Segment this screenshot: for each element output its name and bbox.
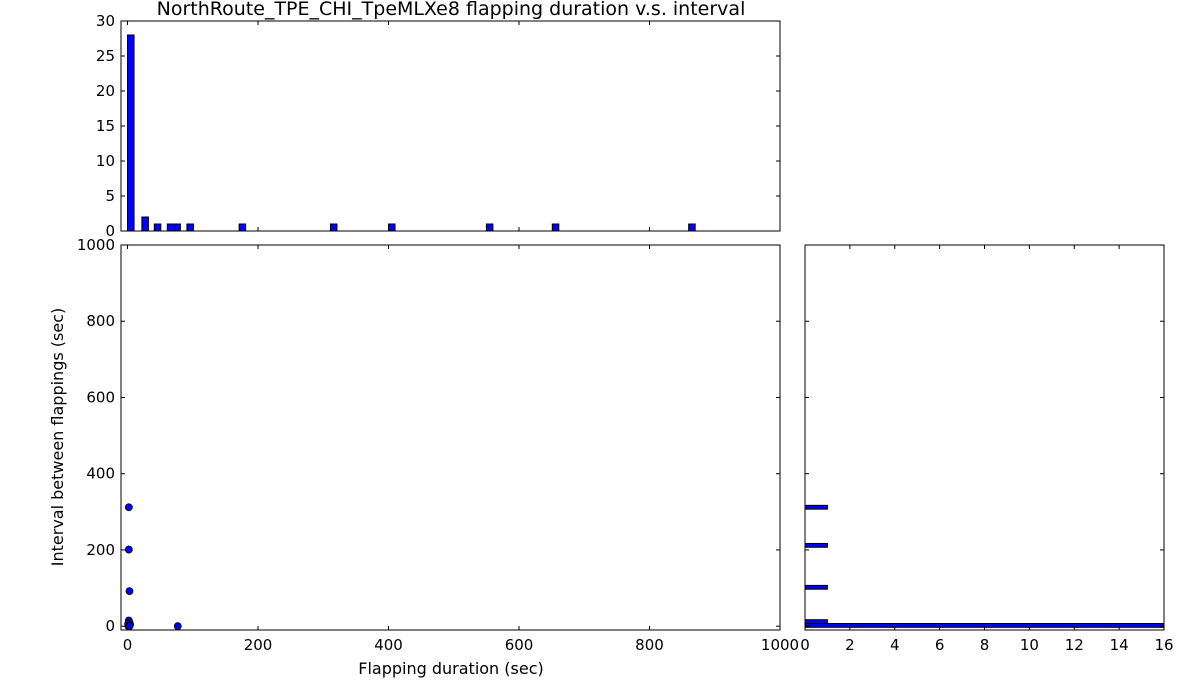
interval-bar-2 [804,584,828,590]
duration-ytick-label-2: 10 [96,152,115,170]
duration-bar-11 [688,223,696,232]
interval-xtick-label-6: 12 [1065,636,1084,654]
scatter-point-10 [173,622,182,631]
interval-bar-0 [804,504,828,510]
duration-ytick-label-4: 20 [96,82,115,100]
scatter-xtick-label-2: 400 [374,636,403,654]
scatter-ytick-label-5: 1000 [77,236,115,254]
interval-histogram-frame [804,244,1165,631]
scatter-ytick-label-3: 600 [86,388,115,406]
interval-xtick-label-7: 14 [1110,636,1129,654]
duration-bar-9 [485,223,494,232]
scatter-ytick-label-2: 400 [86,465,115,483]
scatter-panel: 0 200 400 600 800 1000 0 200 400 600 800 1000 Flapp… [48,236,799,678]
interval-histogram-bars [804,504,1165,628]
interval-xtick-label-2: 4 [890,636,900,654]
duration-histogram-panel: 0 5 10 15 20 25 30 [96,12,781,240]
scatter-xtick-label-4: 800 [635,636,664,654]
duration-ytick-label-0: 0 [105,222,115,240]
scatter-point-0 [124,503,133,512]
scatter-ytick-label-4: 800 [86,312,115,330]
scatter-frame [120,244,781,631]
interval-xtick-label-3: 6 [935,636,945,654]
duration-ytick-label-5: 25 [96,47,115,65]
scatter-points [124,503,182,631]
duration-bar-2 [153,223,162,232]
scatter-xtick-label-1: 200 [244,636,273,654]
interval-xtick-label-8: 16 [1154,636,1173,654]
interval-xtick-label-5: 10 [1020,636,1039,654]
scatter-xtick-label-0: 0 [123,636,133,654]
y-axis-label: Interval between flappings (sec) [48,308,67,566]
duration-bar-0 [127,34,135,232]
duration-bar-6 [238,223,247,232]
duration-bar-4 [173,223,181,232]
interval-xtick-label-4: 8 [980,636,990,654]
interval-histogram-panel: 0 2 4 6 8 10 12 14 16 [800,244,1174,654]
scatter-ytick-label-1: 200 [86,541,115,559]
duration-ytick-label-1: 5 [105,187,115,205]
duration-histogram-frame [120,20,781,232]
duration-ytick-label-3: 15 [96,117,115,135]
scatter-ticks: 0 200 400 600 800 1000 0 200 400 600 800 1000 [77,236,799,654]
duration-bar-7 [329,223,338,232]
scatter-point-2 [125,587,134,596]
duration-bar-3 [166,223,175,232]
interval-bar-3 [804,619,828,625]
interval-xtick-label-0: 0 [800,636,810,654]
interval-bar-1 [804,542,828,548]
scatter-point-1 [124,545,133,554]
duration-histogram-bars [127,34,696,232]
duration-bar-1 [141,216,149,232]
x-axis-label: Flapping duration (sec) [358,659,543,678]
scatter-xtick-label-3: 600 [505,636,534,654]
duration-bar-8 [388,223,396,232]
interval-xtick-label-1: 2 [845,636,855,654]
duration-bar-5 [186,223,194,232]
scatter-xtick-label-5: 1000 [761,636,799,654]
duration-ytick-label-6: 30 [96,12,115,30]
scatter-ytick-label-0: 0 [105,617,115,635]
chart-title: NorthRoute_TPE_CHI_TpeMLXe8 flapping dur… [157,0,746,20]
duration-bar-10 [551,223,560,232]
duration-histogram-ticks: 0 5 10 15 20 25 30 [96,12,781,240]
interval-histogram-ticks: 0 2 4 6 8 10 12 14 16 [800,244,1174,654]
